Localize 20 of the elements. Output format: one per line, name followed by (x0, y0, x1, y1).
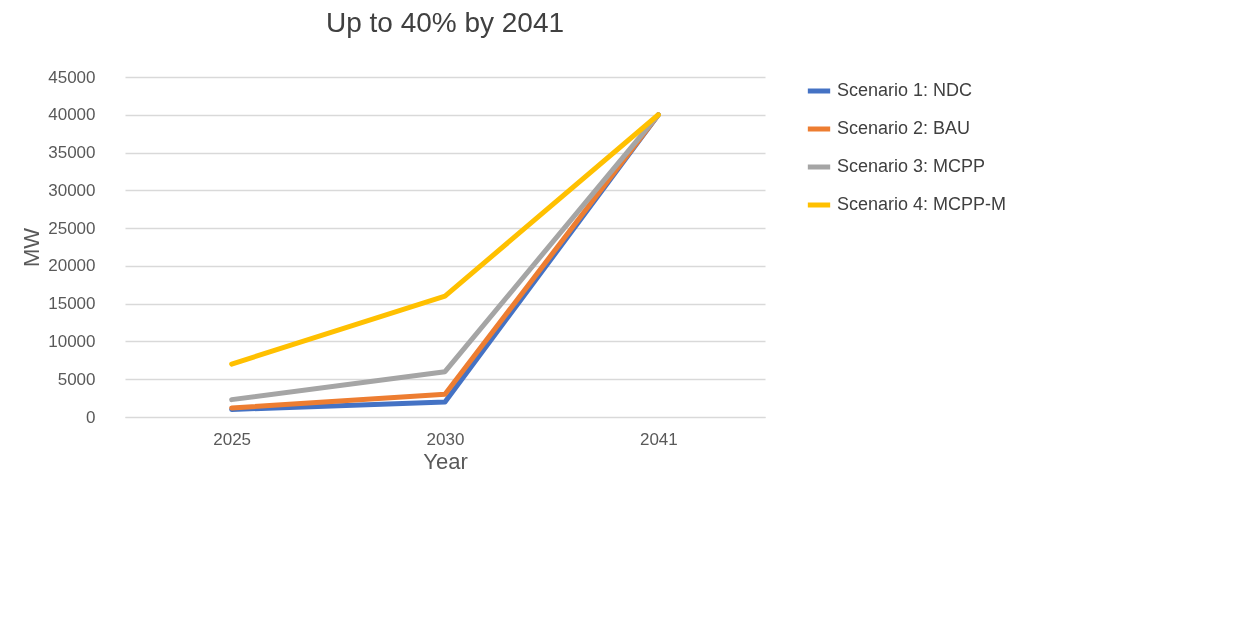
y-tick-label: 25000 (48, 218, 96, 238)
x-tick-label: 2041 (639, 429, 678, 449)
x-tick-label: 2025 (213, 429, 252, 449)
y-tick-label: 20000 (48, 256, 96, 276)
y-tick-label: 15000 (48, 294, 96, 314)
y-tick-label: 30000 (48, 180, 96, 200)
y-tick-label: 0 (86, 407, 96, 427)
y-axis-title: MW (19, 227, 45, 268)
y-tick-label: 35000 (48, 143, 96, 163)
y-tick-label: 45000 (48, 67, 96, 87)
legend-label: Scenario 3: MCPP (837, 156, 986, 176)
y-tick-label: 40000 (48, 105, 96, 125)
x-axis-title: Year (423, 448, 468, 474)
chart-title: Up to 40% by 2041 (325, 7, 565, 38)
y-tick-label: 10000 (48, 331, 96, 351)
y-tick-label: 5000 (57, 369, 96, 389)
legend-label: Scenario 4: MCPP-M (837, 194, 1007, 214)
legend-label: Scenario 2: BAU (837, 118, 971, 138)
x-tick-label: 2030 (426, 429, 465, 449)
legend-label: Scenario 1: NDC (837, 80, 973, 100)
